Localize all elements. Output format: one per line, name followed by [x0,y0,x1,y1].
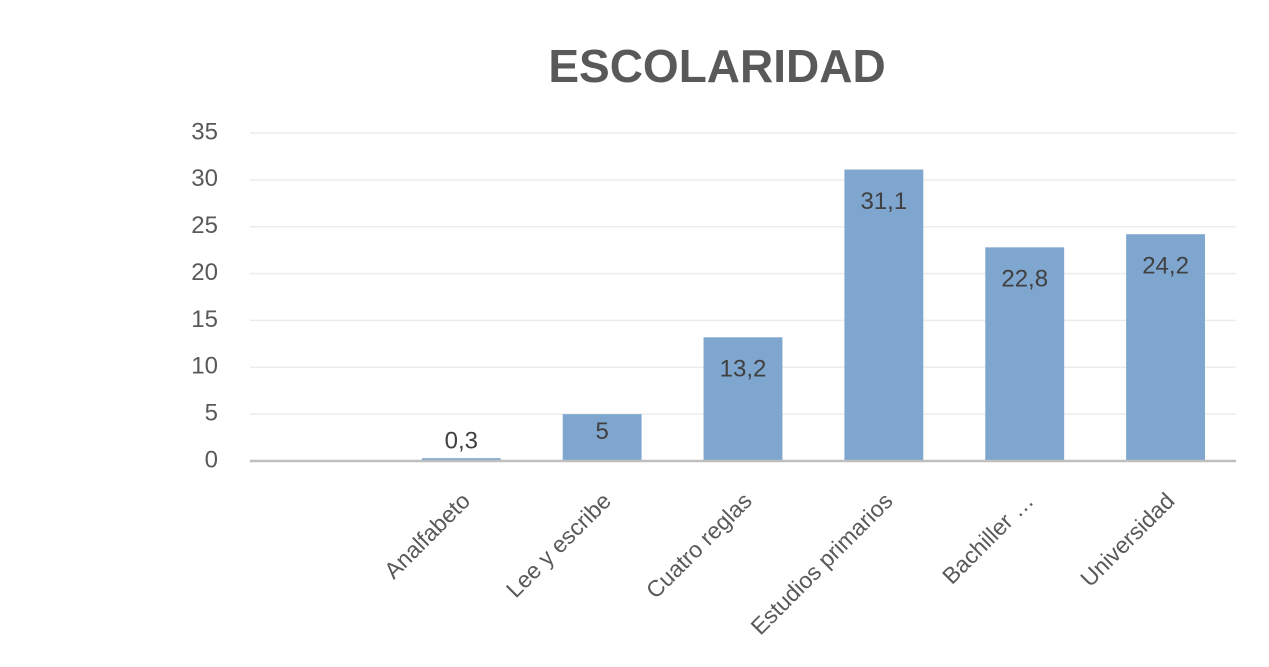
x-tick-label: Universidad [1075,487,1179,591]
y-tick-label: 5 [205,399,218,426]
y-tick-label: 10 [191,353,218,380]
y-tick-label: 20 [191,259,218,286]
y-tick-label: 0 [205,446,218,473]
bar [703,337,783,461]
x-tick-label: Cuatro reglas [641,487,757,603]
data-label: 0,3 [445,428,478,455]
x-tick-label: Analfabeto [379,487,475,583]
bar [985,247,1065,461]
data-label: 13,2 [720,356,767,383]
data-label: 24,2 [1142,253,1189,280]
y-tick-label: 25 [191,212,218,239]
x-tick-label: Estudios primarios [746,487,898,639]
y-tick-label: 30 [191,165,218,192]
bar [421,458,501,461]
bar [562,414,642,461]
data-label: 22,8 [1001,266,1048,293]
y-tick-label: 35 [191,118,218,145]
chart-title: ESCOLARIDAD [548,40,885,92]
data-label: 5 [595,418,608,445]
bar [1126,234,1206,461]
y-tick-label: 15 [191,306,218,333]
x-tick-label: Lee y escribe [501,487,616,602]
data-label: 31,1 [860,188,907,215]
bar [844,169,924,461]
x-tick-label: Bachiller … [937,487,1039,589]
